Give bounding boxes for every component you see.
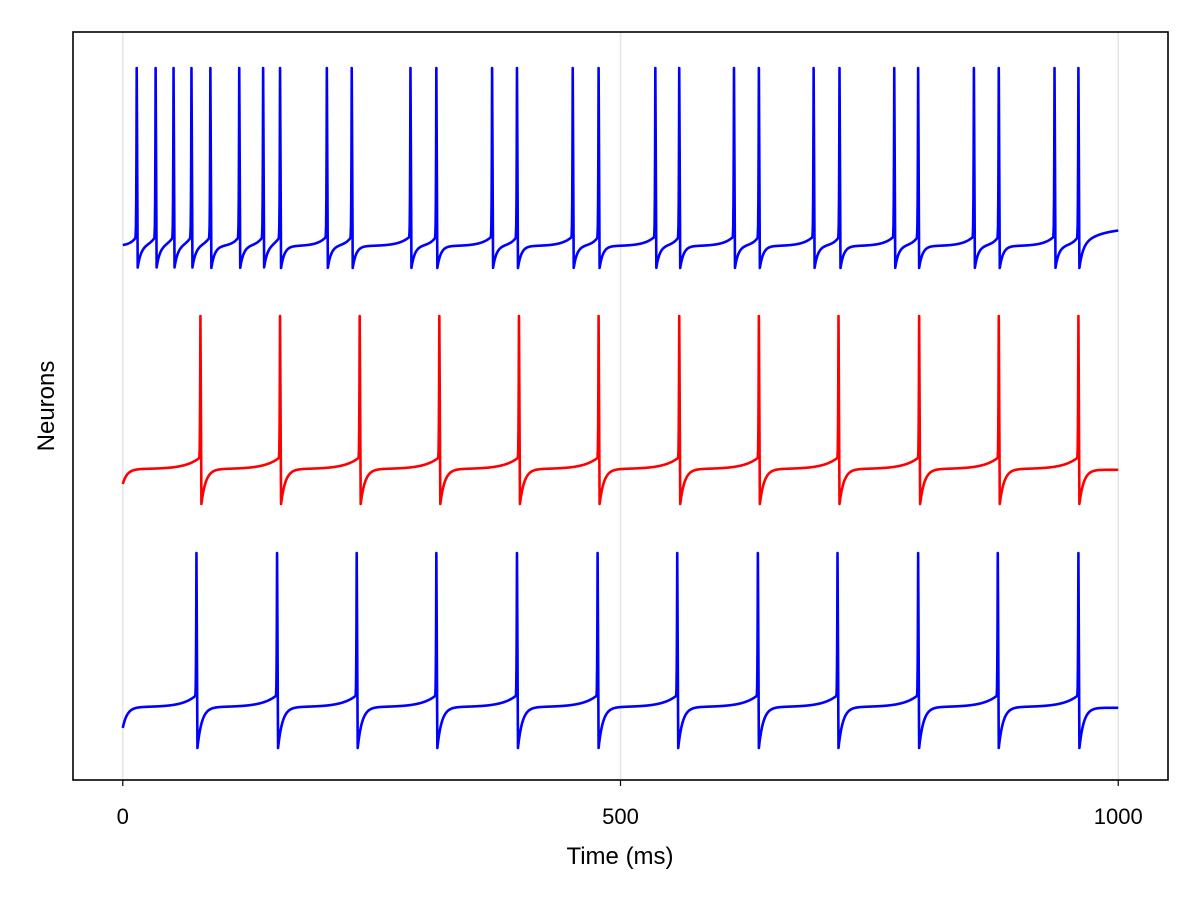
series-line-3: [121, 551, 1120, 750]
x-tick-label: 0: [117, 804, 129, 829]
series-line-2: [121, 314, 1120, 506]
x-axis-label: Time (ms): [566, 843, 673, 870]
x-axis: 0 500 1000: [117, 780, 1143, 829]
x-tick-label: 500: [602, 804, 639, 829]
x-tick-label: 1000: [1094, 804, 1143, 829]
traces: [121, 66, 1120, 750]
series-line-1: [121, 66, 1120, 270]
grid: [122, 32, 1119, 780]
y-axis-label: Neurons: [33, 361, 60, 452]
